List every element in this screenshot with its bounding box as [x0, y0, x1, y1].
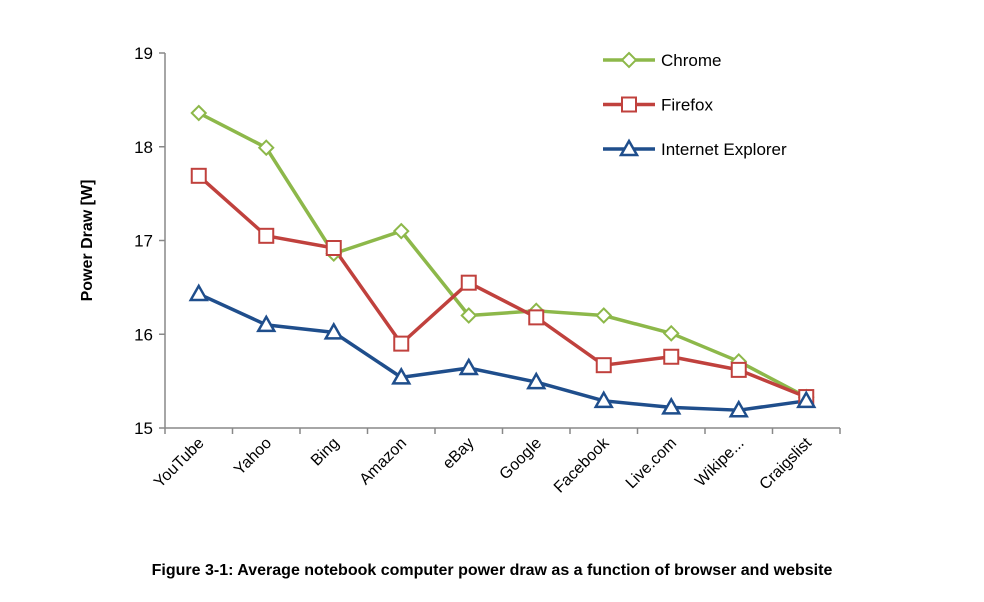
data-point [323, 321, 344, 340]
series-line-internet-explorer [198, 292, 807, 412]
data-point [392, 222, 410, 240]
figure-caption: Figure 3-1: Average notebook computer po… [151, 562, 833, 579]
legend-label: Chrome [661, 51, 721, 70]
data-point [661, 396, 682, 415]
x-tick-label: YouTube [151, 435, 208, 492]
legend-label: Firefox [661, 96, 713, 115]
data-point [662, 324, 680, 342]
x-tick-label: eBay [440, 435, 478, 473]
data-point [256, 314, 277, 333]
x-tick-label: Amazon [357, 435, 411, 489]
data-point [730, 361, 747, 378]
data-point [663, 348, 680, 365]
data-point [460, 307, 478, 324]
y-tick-label: 16 [134, 325, 153, 344]
data-point [593, 390, 614, 409]
data-point [190, 104, 208, 122]
series-line-firefox [197, 174, 807, 399]
x-tick-label: Bing [308, 435, 343, 470]
x-tick-label: Craigslist [757, 434, 816, 493]
legend-label: Internet Explorer [661, 140, 787, 159]
y-tick-label: 17 [134, 232, 153, 251]
data-point [393, 335, 410, 352]
y-tick-label: 18 [134, 138, 153, 157]
data-point [796, 390, 817, 409]
x-tick-label: Yahoo [231, 435, 275, 479]
data-point [595, 307, 613, 324]
x-tick-label: Facebook [551, 434, 613, 496]
x-tick-label: Live.com [623, 435, 680, 492]
data-point [391, 366, 412, 385]
legend-marker [618, 138, 640, 157]
data-point [728, 399, 749, 418]
y-axis-label: Power Draw [W] [79, 180, 96, 302]
data-point [460, 274, 477, 291]
data-point [188, 283, 209, 302]
x-tick-label: Google [497, 435, 546, 484]
data-point [257, 139, 275, 157]
legend-marker [620, 51, 638, 69]
data-point [258, 227, 275, 244]
y-tick-label: 15 [134, 419, 153, 438]
data-point [595, 357, 612, 374]
data-point [325, 240, 342, 256]
y-tick-label: 19 [134, 44, 153, 63]
data-point [526, 371, 547, 390]
data-point [190, 167, 207, 184]
line-chart: 15 16 17 18 19 YouTube Yahoo Bing Amazon eBay Goog… [79, 44, 841, 497]
series-line-chrome [197, 111, 808, 399]
data-point [458, 357, 479, 376]
x-tick-label: Wikipe... [692, 435, 747, 490]
legend-marker [621, 96, 637, 113]
data-point [528, 309, 545, 326]
